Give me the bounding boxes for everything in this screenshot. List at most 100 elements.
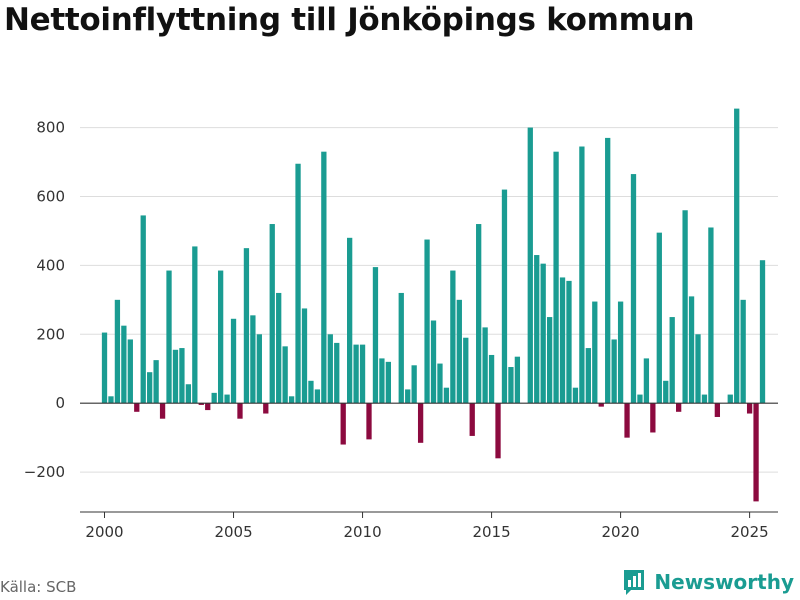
bar xyxy=(495,403,501,459)
bar xyxy=(134,403,140,412)
bar xyxy=(321,151,327,404)
bar xyxy=(669,317,675,404)
bar xyxy=(172,349,179,404)
bar xyxy=(740,299,746,404)
bar xyxy=(179,348,185,404)
y-tick-label: 800 xyxy=(36,119,65,137)
bar xyxy=(553,151,559,404)
bar xyxy=(192,246,198,404)
chart-title: Nettoinflyttning till Jönköpings kommun xyxy=(4,2,695,38)
bar-chart-logo-icon xyxy=(624,570,645,595)
bar xyxy=(353,344,359,404)
bar xyxy=(650,403,656,433)
bar xyxy=(753,403,759,502)
bar xyxy=(256,334,262,404)
bar xyxy=(501,189,508,404)
bar xyxy=(121,325,127,404)
bar xyxy=(463,337,469,404)
bar xyxy=(211,392,217,404)
bar xyxy=(230,318,237,404)
bar xyxy=(405,389,411,404)
bar xyxy=(295,163,301,404)
bar xyxy=(101,332,108,404)
bar xyxy=(282,346,288,404)
bar xyxy=(514,356,521,404)
bar xyxy=(559,277,566,404)
bar xyxy=(243,248,250,404)
bar xyxy=(140,215,146,404)
bar xyxy=(166,270,172,404)
bar xyxy=(437,363,443,404)
bar xyxy=(714,403,721,417)
bar xyxy=(456,299,462,404)
y-tick-label: 600 xyxy=(36,187,65,205)
bar xyxy=(424,239,430,404)
bar xyxy=(217,270,224,404)
bar xyxy=(314,389,321,404)
bar xyxy=(617,301,624,404)
bar xyxy=(508,367,514,404)
bar xyxy=(598,403,604,407)
bar xyxy=(450,270,456,404)
bar xyxy=(411,365,417,404)
x-tick-label: 2025 xyxy=(731,523,769,541)
bar xyxy=(398,292,404,404)
x-tick-label: 2005 xyxy=(214,523,252,541)
bar xyxy=(372,267,379,404)
bar xyxy=(327,334,333,404)
bar xyxy=(624,403,630,438)
bar xyxy=(734,108,740,404)
bar xyxy=(708,227,714,404)
bar xyxy=(727,394,733,404)
bar xyxy=(185,384,192,404)
bar xyxy=(637,394,643,404)
bar xyxy=(630,174,637,404)
bar xyxy=(114,299,121,404)
bar xyxy=(746,403,753,414)
y-tick-label: 0 xyxy=(55,394,65,412)
bar xyxy=(205,403,211,411)
bar xyxy=(301,308,308,404)
bar xyxy=(488,354,495,404)
bar xyxy=(676,403,682,412)
bar xyxy=(224,394,230,404)
bars xyxy=(101,108,766,502)
bar xyxy=(656,232,662,404)
bar xyxy=(572,387,579,404)
bar xyxy=(611,339,617,404)
bar xyxy=(585,348,591,404)
bar xyxy=(250,315,256,404)
x-tick-label: 2020 xyxy=(602,523,640,541)
axes: −200 0 200 400 600 800 2000 2005 2010 2015 2020 202… xyxy=(24,119,778,541)
bar xyxy=(443,387,450,404)
bar xyxy=(359,344,366,404)
bar xyxy=(147,372,153,404)
bar xyxy=(534,255,540,404)
bar xyxy=(540,263,546,404)
bar xyxy=(127,339,133,404)
bar xyxy=(237,403,243,419)
bar xyxy=(379,358,385,404)
bar xyxy=(385,361,392,404)
y-tick-label: 400 xyxy=(36,256,65,274)
bar xyxy=(682,210,688,404)
bar xyxy=(417,403,424,443)
bar xyxy=(347,237,353,404)
bar xyxy=(695,334,701,404)
y-tick-label: 200 xyxy=(36,325,65,343)
bar xyxy=(430,320,437,404)
brand-logo[interactable]: Newsworthy xyxy=(622,568,794,596)
x-tick-label: 2000 xyxy=(85,523,123,541)
bar xyxy=(643,358,650,404)
bar xyxy=(469,403,475,436)
bar xyxy=(288,396,295,404)
bar xyxy=(592,301,598,404)
bar xyxy=(108,396,114,404)
bar xyxy=(366,403,372,440)
bar xyxy=(579,146,585,404)
x-tick-label: 2010 xyxy=(343,523,381,541)
bar xyxy=(334,342,340,404)
bar xyxy=(759,260,766,404)
bar xyxy=(605,137,611,404)
